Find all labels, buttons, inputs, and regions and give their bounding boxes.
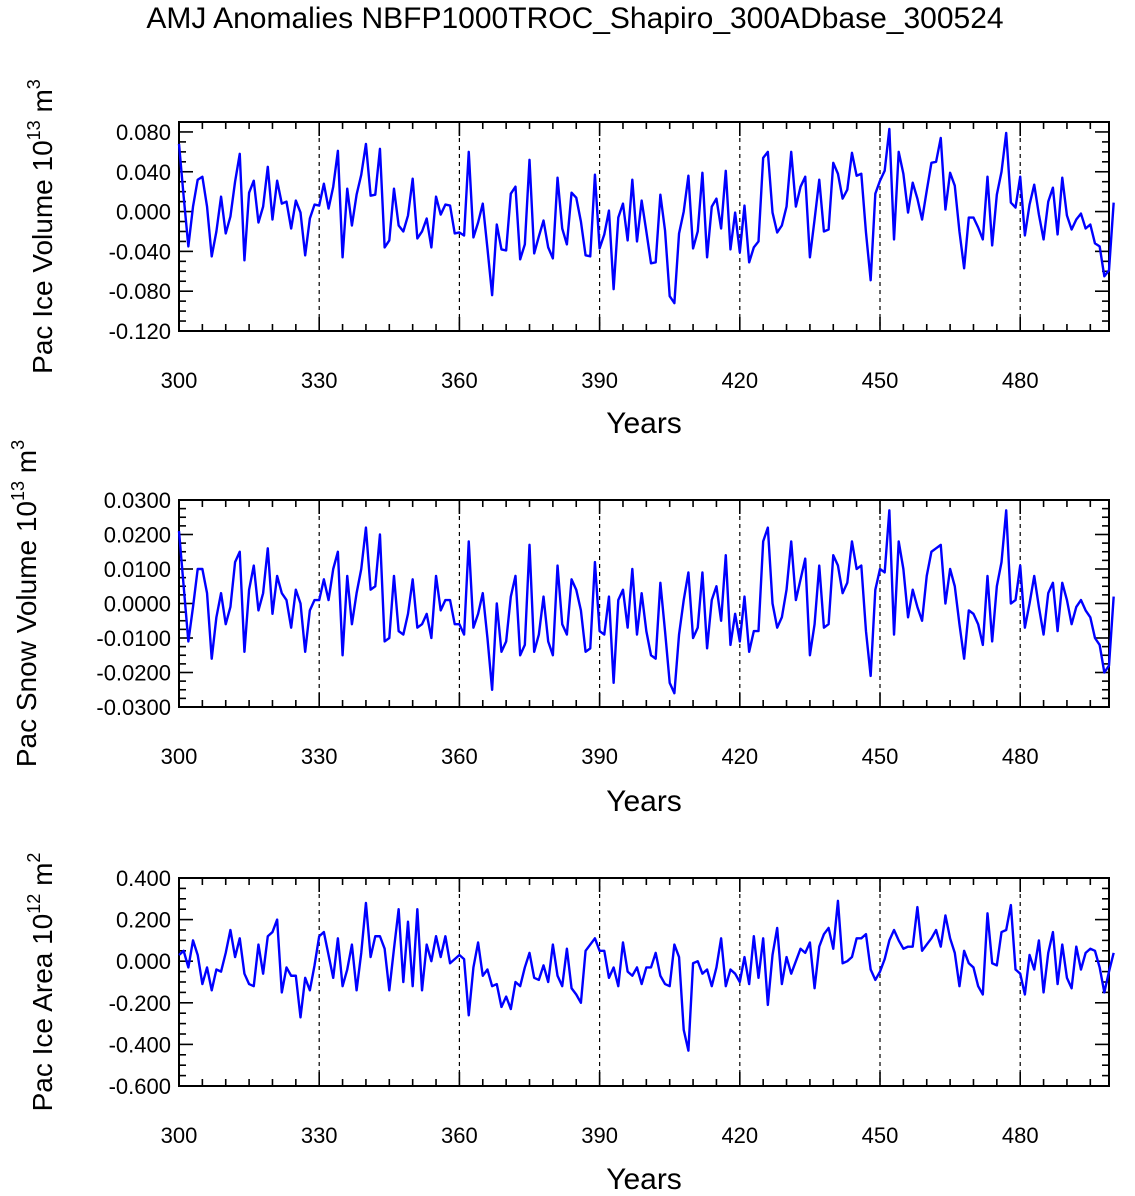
x-tick-label: 480 — [1002, 1123, 1039, 1148]
y-tick-label: 0.0200 — [104, 523, 171, 548]
y-axis-label: Pac Ice Volume 1013 m3 — [24, 79, 58, 374]
y-tick-label: -0.0100 — [96, 626, 171, 651]
y-tick-label: 0.0100 — [104, 557, 171, 582]
x-tick-label: 360 — [441, 1123, 478, 1148]
data-series-line — [177, 127, 1115, 305]
x-tick-label: 390 — [581, 1123, 618, 1148]
panel-ice-area: 300 330 360 390 420 450 480 0.400 0.200 0.000 -0.2… — [24, 853, 1115, 1196]
x-tick-label: 330 — [301, 744, 338, 769]
y-tick-label: -0.0200 — [96, 661, 171, 686]
x-axis-label: Years — [606, 1163, 682, 1196]
x-tick-label: 480 — [1002, 744, 1039, 769]
x-axis-label: Years — [606, 785, 682, 818]
x-tick-label: 300 — [161, 744, 198, 769]
panel-ice-volume: 300 330 360 390 420 450 480 0.080 0.040 0.000 -0.0… — [24, 79, 1115, 440]
chart-title: AMJ Anomalies NBFP1000TROC_Shapiro_300AD… — [146, 2, 1003, 35]
y-label-unit: m — [11, 450, 42, 481]
y-tick-label: -0.080 — [109, 279, 171, 304]
y-tick-label: -0.400 — [109, 1032, 171, 1057]
y-tick-label: -0.120 — [109, 319, 171, 344]
x-tick-label: 450 — [862, 744, 899, 769]
x-tick-label: 300 — [161, 368, 198, 393]
x-tick-label: 360 — [441, 368, 478, 393]
y-label-text: Pac Ice Volume 10 — [27, 140, 58, 373]
x-tick-label: 360 — [441, 744, 478, 769]
y-tick-label: 0.0000 — [104, 592, 171, 617]
y-tick-label: -0.040 — [109, 239, 171, 264]
data-series-line — [178, 899, 1115, 1052]
y-axis-label: Pac Ice Area 1012 m2 — [24, 853, 58, 1112]
x-tick-label: 390 — [581, 368, 618, 393]
y-tick-label: -0.600 — [109, 1074, 171, 1099]
plot-frame — [178, 877, 1110, 1087]
y-label-text: Pac Ice Area 10 — [27, 914, 58, 1112]
y-label-exponent: 13 — [8, 481, 28, 501]
y-tick-label: 0.080 — [116, 120, 171, 145]
x-tick-label: 420 — [721, 744, 758, 769]
data-series-line — [177, 509, 1115, 695]
y-label-unit-exponent: 3 — [24, 79, 44, 89]
y-label-unit: m — [27, 89, 58, 120]
y-label-unit: m — [27, 863, 58, 894]
x-tick-label: 450 — [862, 368, 899, 393]
y-label-text: Pac Snow Volume 10 — [11, 501, 42, 767]
x-tick-label: 420 — [721, 368, 758, 393]
y-tick-label: 0.000 — [116, 200, 171, 225]
y-tick-label: 0.0300 — [104, 488, 171, 513]
x-tick-label: 300 — [161, 1123, 198, 1148]
x-axis-label: Years — [606, 407, 682, 440]
y-label-unit-exponent: 3 — [8, 440, 28, 450]
y-tick-label: -0.0300 — [96, 695, 171, 720]
y-tick-label: -0.200 — [109, 991, 171, 1016]
x-tick-label: 450 — [862, 1123, 899, 1148]
x-tick-label: 420 — [721, 1123, 758, 1148]
y-axis-label: Pac Snow Volume 1013 m3 — [8, 440, 42, 767]
y-tick-label: 0.400 — [116, 866, 171, 891]
y-tick-label: 0.040 — [116, 160, 171, 185]
plot-frame — [178, 121, 1110, 332]
y-label-unit-exponent: 2 — [24, 853, 44, 863]
x-tick-label: 480 — [1002, 368, 1039, 393]
y-tick-label: 0.000 — [116, 949, 171, 974]
y-tick-label: 0.200 — [116, 908, 171, 933]
panel-snow-volume: 300 330 360 390 420 450 480 0.0300 0.0200 0.0100 0… — [8, 440, 1115, 818]
y-label-exponent: 12 — [24, 894, 44, 914]
x-tick-label: 330 — [301, 368, 338, 393]
x-tick-label: 390 — [581, 744, 618, 769]
x-tick-label: 330 — [301, 1123, 338, 1148]
y-label-exponent: 13 — [24, 120, 44, 140]
